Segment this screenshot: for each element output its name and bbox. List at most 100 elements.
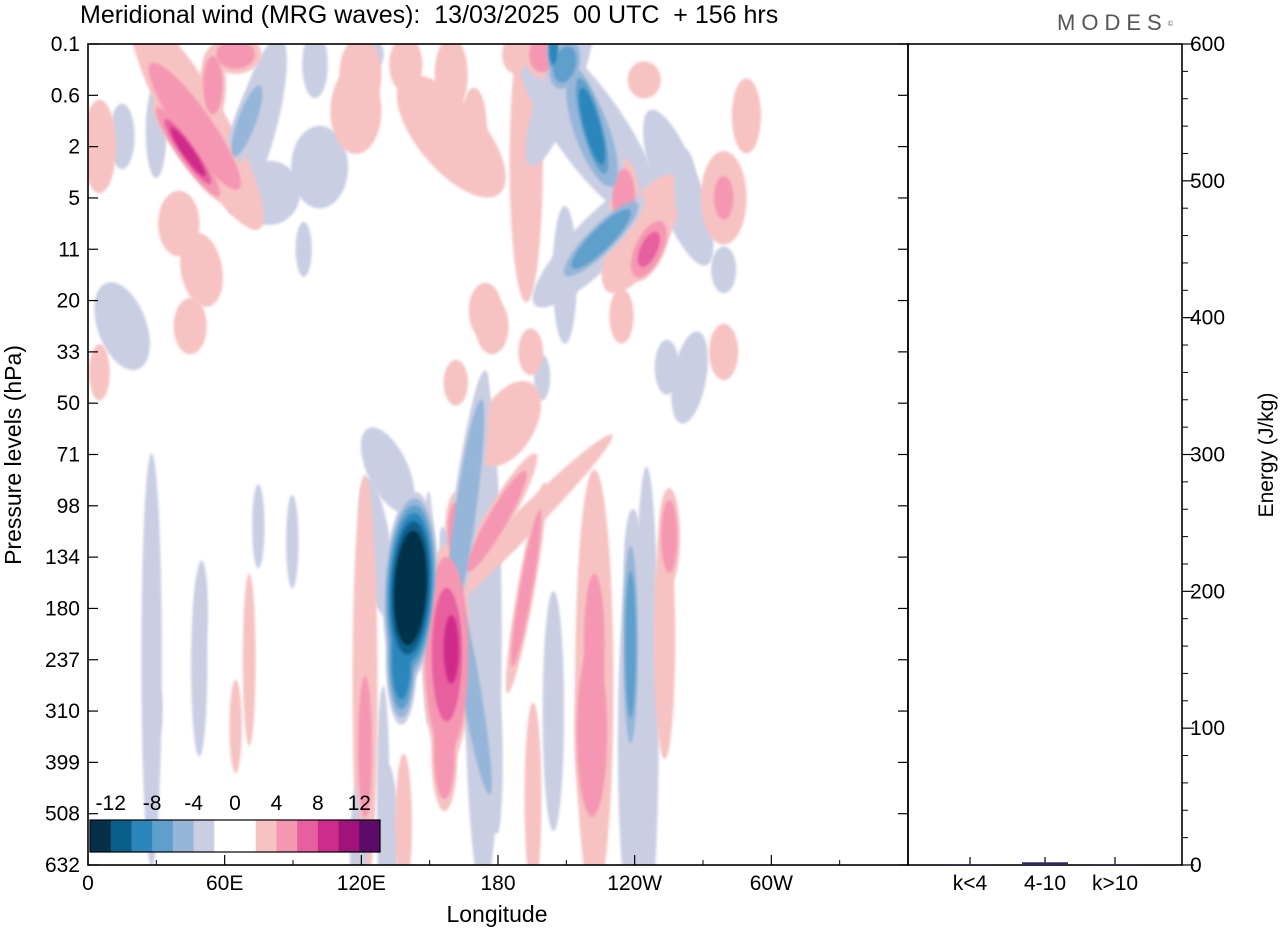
wind-contour-113 (358, 676, 372, 818)
energy-axis: 0 100 200 300 400 500 600 (1182, 33, 1225, 877)
wind-contour-6 (291, 125, 349, 209)
colorbar-label-2: -4 (184, 792, 203, 815)
colorbar-swatch-3 (152, 820, 174, 852)
y-axis-label: Pressure levels (hPa) (0, 345, 26, 565)
wind-contour-30 (396, 75, 506, 198)
y-tick-label-14: 399 (45, 751, 80, 774)
wind-contour-142 (637, 231, 660, 267)
wind-contour-67 (502, 44, 528, 74)
wind-contour-39 (731, 78, 762, 154)
wind-contour-55 (542, 591, 565, 832)
y-tick-label-5: 20 (57, 290, 80, 313)
x-tick-label-5: 60W (750, 872, 793, 895)
wind-contour-133 (571, 209, 631, 269)
y-tick-label-11: 180 (45, 597, 80, 620)
brand-mark: © (1167, 21, 1173, 28)
wind-contour-50 (671, 331, 708, 424)
wind-contour-66 (461, 87, 487, 165)
wind-contour-154 (397, 542, 424, 634)
wind-contour-35 (627, 61, 661, 99)
energy-cat-label-0: k<4 (953, 872, 988, 895)
y-axis: 0.1 0.6 2 5 11 20 33 50 71 98 134 180 237 310 399 508 63… (45, 33, 908, 877)
wind-contour-49 (89, 344, 110, 401)
y-tick-label-4: 11 (58, 238, 80, 261)
wind-contour-130 (553, 46, 577, 83)
y-tick-label-9: 98 (57, 495, 80, 518)
colorbar-swatch-5 (193, 820, 215, 852)
wind-contour-14 (443, 359, 468, 406)
colorbar-swatch-7 (235, 820, 257, 852)
colorbar-swatch-6 (214, 820, 236, 852)
y-tick-label-6: 33 (57, 341, 80, 364)
x-tick-label-2: 120E (337, 872, 386, 895)
wind-contour-45 (180, 232, 223, 307)
y-tick-label-8: 71 (57, 444, 80, 467)
y-tick-label-3: 5 (68, 187, 80, 210)
wind-contour-23 (252, 484, 265, 569)
y-tick-label-1: 0.6 (51, 84, 80, 107)
wind-contour-32 (389, 44, 423, 93)
colorbar-swatch-1 (110, 820, 132, 852)
colorbar-swatch-11 (317, 820, 339, 852)
wind-contour-62 (242, 573, 256, 747)
energy-axis-label: Energy (J/kg) (1255, 393, 1278, 518)
wind-contour-1 (141, 453, 162, 865)
wind-contour-25 (286, 494, 299, 589)
wind-contour-48 (173, 298, 207, 355)
x-tick-label-4: 120W (607, 872, 662, 895)
colorbar-swatch-10 (297, 820, 319, 852)
colorbar-frame (89, 819, 381, 853)
wind-contour-150 (443, 615, 459, 684)
wind-contour-61 (195, 560, 208, 657)
wind-contour-103 (466, 470, 527, 572)
brand-name: MODES (1057, 10, 1168, 35)
energy-bar-1 (1022, 862, 1068, 865)
energy-tick-label-2: 200 (1190, 580, 1225, 603)
energy-cat-label-1: 4-10 (1024, 872, 1066, 895)
wind-contour-151 (170, 127, 206, 177)
colorbar-swatch-0 (90, 820, 112, 852)
x-tick-label-1: 60E (206, 872, 243, 895)
colorbar-swatch-12 (338, 820, 360, 852)
wind-contour-105 (661, 500, 678, 573)
colorbar-label-0: -12 (96, 792, 126, 815)
colorbar-label-1: -8 (143, 792, 162, 815)
y-tick-label-12: 237 (45, 649, 80, 672)
colorbar-swatch-2 (131, 820, 153, 852)
colorbar-swatch-9 (276, 820, 298, 852)
wind-contour-11 (609, 288, 634, 344)
colorbar-label-3: 0 (229, 792, 241, 815)
energy-cat-label-2: k>10 (1092, 872, 1138, 895)
x-axis: 0 60E 120E 180 120W 60W (82, 855, 841, 895)
wind-contour-20 (377, 764, 399, 865)
energy-bars: k<4 4-10 k>10 (947, 857, 1138, 895)
colorbar-label-5: 8 (312, 792, 324, 815)
wind-contour-24 (229, 679, 242, 774)
y-tick-label-13: 310 (45, 700, 80, 723)
colorbar-swatch-13 (359, 820, 381, 852)
wind-contour-21 (395, 753, 412, 865)
y-tick-label-7: 50 (57, 392, 80, 415)
wind-contour-145 (549, 44, 558, 65)
wind-contour-0 (360, 427, 415, 513)
energy-tick-label-5: 500 (1190, 170, 1225, 193)
y-tick-label-16: 632 (45, 854, 80, 877)
brand-logo: MODES© (1057, 9, 1173, 37)
energy-tick-label-0: 0 (1190, 854, 1202, 877)
wind-contour-104 (510, 509, 542, 667)
wind-contour-70 (674, 149, 696, 227)
wind-contour-46 (88, 99, 116, 194)
wind-contour-54 (524, 702, 542, 865)
wind-contour-47 (105, 290, 139, 362)
wind-contour-51 (709, 323, 739, 380)
y-tick-label-2: 2 (68, 136, 80, 159)
wind-contour-16 (474, 380, 542, 467)
energy-bar-2 (1092, 864, 1138, 865)
wind-contour-43 (518, 328, 544, 376)
energy-tick-label-1: 100 (1190, 717, 1225, 740)
wind-contour-110 (714, 176, 734, 220)
energy-frame (907, 43, 1183, 866)
energy-tick-label-3: 300 (1190, 444, 1225, 467)
wind-contour-100 (231, 85, 263, 157)
